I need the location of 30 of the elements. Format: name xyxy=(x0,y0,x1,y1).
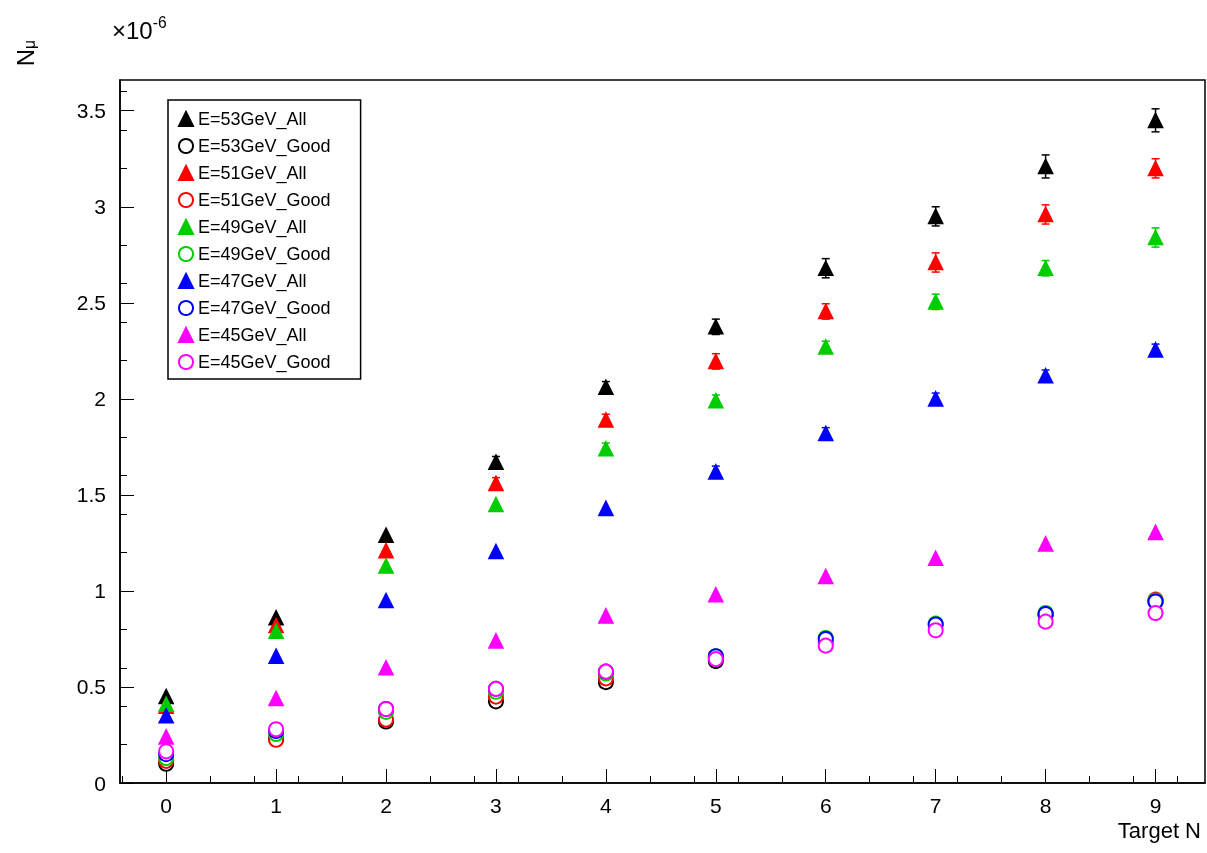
x-tick-label: 8 xyxy=(1039,794,1052,817)
legend-label: E=51GeV_All xyxy=(198,163,307,184)
legend-label: E=45GeV_All xyxy=(198,325,307,346)
y-tick-label: 0.5 xyxy=(76,675,106,699)
y-tick-label: 0 xyxy=(94,771,106,795)
x-tick-label: 2 xyxy=(380,794,392,817)
x-tick-label: 6 xyxy=(819,794,832,817)
x-tick-label: 4 xyxy=(600,794,613,817)
y-tick-label: 2 xyxy=(94,387,106,411)
legend-label: E=53GeV_All xyxy=(198,109,307,130)
y-tick-label: 3.5 xyxy=(76,99,106,123)
x-tick-label: 9 xyxy=(1149,794,1162,817)
x-tick-label: 3 xyxy=(490,794,502,817)
y-tick-label: 2.5 xyxy=(76,291,106,315)
legend-label: E=49GeV_All xyxy=(198,217,307,238)
legend-label: E=47GeV_All xyxy=(198,271,307,292)
y-tick-label: 3 xyxy=(94,195,106,219)
x-tick-label: 7 xyxy=(929,794,942,817)
y-tick-label: 1 xyxy=(94,579,106,603)
legend-label: E=45GeV_Good xyxy=(198,352,331,373)
x-tick-label: 1 xyxy=(270,794,282,817)
y-axis-title: Nμ xyxy=(12,39,40,67)
y-tick-label: 1.5 xyxy=(76,483,106,507)
x-axis-title: Target N xyxy=(1117,817,1202,843)
x-tick-label: 0 xyxy=(160,794,173,817)
legend-label: E=53GeV_Good xyxy=(198,136,331,157)
legend-label: E=51GeV_Good xyxy=(198,190,331,211)
legend-label: E=49GeV_Good xyxy=(198,244,331,265)
legend-label: E=47GeV_Good xyxy=(198,298,331,319)
x-tick-label: 5 xyxy=(709,794,722,817)
